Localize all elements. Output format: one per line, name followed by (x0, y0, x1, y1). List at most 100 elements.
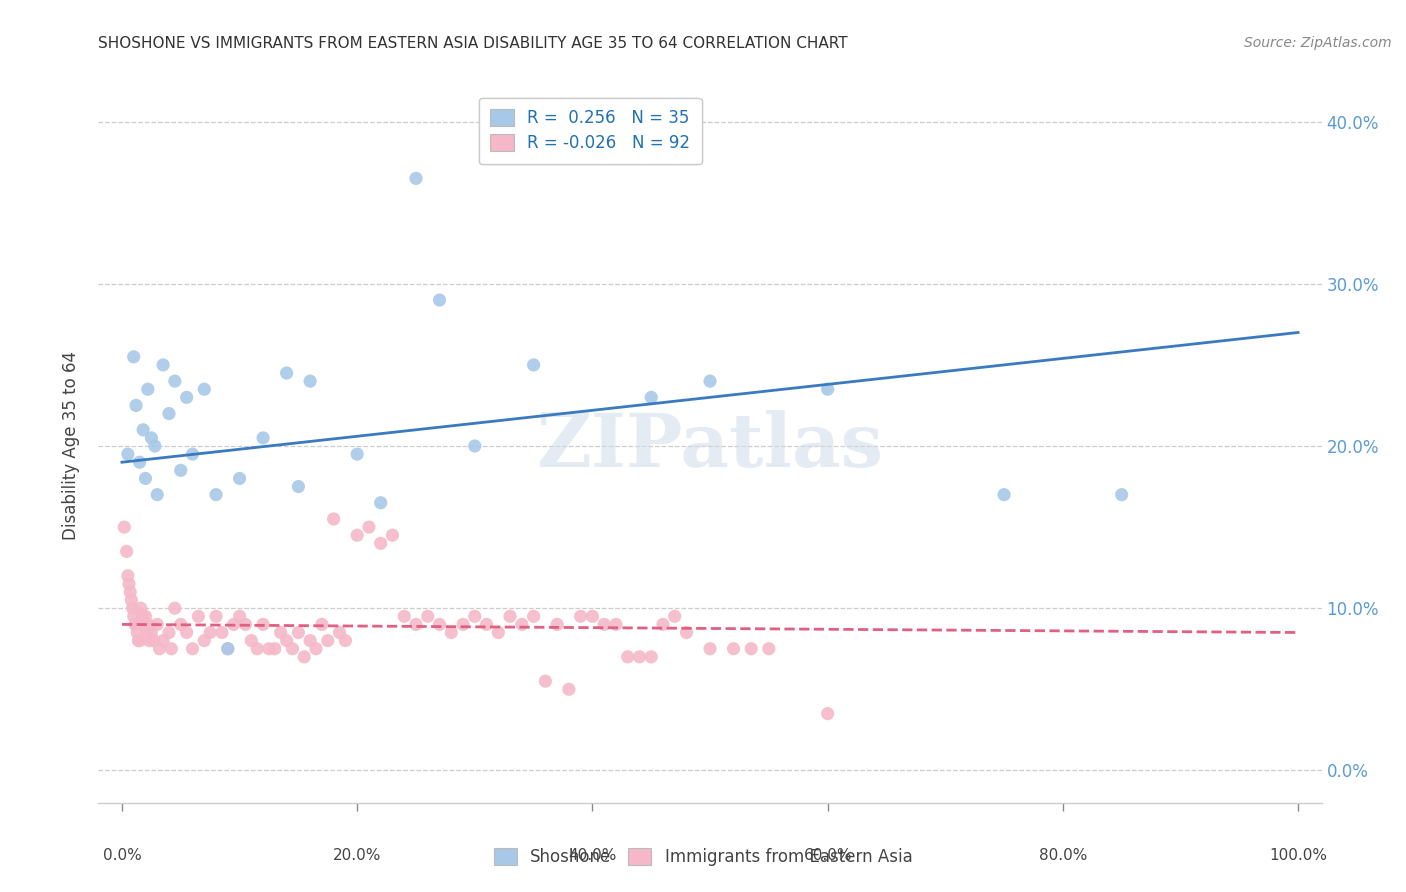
Point (235, 617, 257, 632)
Point (510, 617, 533, 632)
Point (117, 568, 139, 582)
Point (322, 512, 344, 526)
Point (335, 633, 357, 648)
Y-axis label: Disability Age 35 to 64: Disability Age 35 to 64 (62, 351, 80, 541)
Point (198, 625, 221, 640)
Text: 0.0%: 0.0% (103, 848, 142, 863)
Point (160, 641, 183, 656)
Legend: Shoshone, Immigrants from Eastern Asia: Shoshone, Immigrants from Eastern Asia (485, 840, 921, 875)
Point (287, 625, 309, 640)
Text: ZIPatlas: ZIPatlas (537, 409, 883, 483)
Point (569, 609, 592, 624)
Point (593, 617, 616, 632)
Point (263, 641, 285, 656)
Point (135, 625, 157, 640)
Point (475, 617, 498, 632)
Text: 20.0%: 20.0% (333, 848, 381, 863)
Point (370, 536, 392, 550)
Point (205, 609, 228, 624)
Point (292, 649, 315, 664)
Point (141, 431, 163, 445)
Point (187, 609, 209, 624)
Point (146, 617, 169, 632)
Point (157, 407, 180, 421)
Point (136, 382, 159, 396)
Point (176, 625, 198, 640)
Point (523, 609, 546, 624)
Point (125, 617, 148, 632)
Point (605, 617, 627, 632)
Point (134, 609, 156, 624)
Point (558, 682, 581, 697)
Point (299, 633, 322, 648)
Point (276, 633, 298, 648)
Point (405, 617, 427, 632)
Point (699, 641, 721, 656)
Text: 60.0%: 60.0% (803, 848, 852, 863)
Point (181, 447, 204, 461)
Point (299, 374, 322, 388)
Point (222, 617, 245, 632)
Point (131, 609, 153, 624)
Point (464, 439, 486, 453)
Point (141, 625, 163, 640)
Point (640, 390, 662, 404)
Point (124, 617, 146, 632)
Point (429, 293, 451, 307)
Point (281, 641, 304, 656)
Text: 40.0%: 40.0% (568, 848, 617, 863)
Point (115, 544, 138, 558)
Point (357, 520, 380, 534)
Text: 100.0%: 100.0% (1270, 848, 1327, 863)
Point (270, 625, 292, 640)
Point (121, 601, 143, 615)
Point (134, 471, 156, 485)
Point (157, 625, 180, 640)
Point (149, 641, 172, 656)
Point (257, 641, 280, 656)
Point (440, 625, 463, 640)
Point (381, 528, 404, 542)
Point (122, 609, 145, 624)
Point (675, 625, 697, 640)
Point (287, 479, 309, 493)
Point (534, 674, 557, 689)
Point (723, 641, 745, 656)
Point (132, 617, 155, 632)
Text: SHOSHONE VS IMMIGRANTS FROM EASTERN ASIA DISABILITY AGE 35 TO 64 CORRELATION CHA: SHOSHONE VS IMMIGRANTS FROM EASTERN ASIA… (98, 36, 848, 51)
Point (128, 633, 150, 648)
Point (217, 641, 239, 656)
Point (370, 496, 392, 510)
Point (817, 382, 839, 396)
Point (246, 641, 269, 656)
Point (581, 609, 603, 624)
Point (252, 617, 274, 632)
Point (499, 609, 522, 624)
Point (138, 633, 160, 648)
Point (146, 488, 169, 502)
Point (163, 601, 186, 615)
Point (143, 439, 166, 453)
Point (181, 641, 204, 656)
Point (758, 641, 780, 656)
Text: 80.0%: 80.0% (1039, 848, 1087, 863)
Point (451, 617, 474, 632)
Point (486, 625, 509, 640)
Point (699, 374, 721, 388)
Point (228, 471, 250, 485)
Point (132, 423, 155, 437)
Text: Source: ZipAtlas.com: Source: ZipAtlas.com (1244, 36, 1392, 50)
Point (276, 366, 298, 380)
Point (205, 488, 228, 502)
Point (305, 641, 328, 656)
Point (193, 382, 215, 396)
Point (817, 706, 839, 721)
Point (464, 609, 486, 624)
Point (117, 447, 139, 461)
Point (128, 455, 150, 469)
Point (170, 617, 193, 632)
Point (316, 633, 339, 648)
Point (211, 625, 233, 640)
Point (416, 609, 439, 624)
Point (311, 617, 333, 632)
